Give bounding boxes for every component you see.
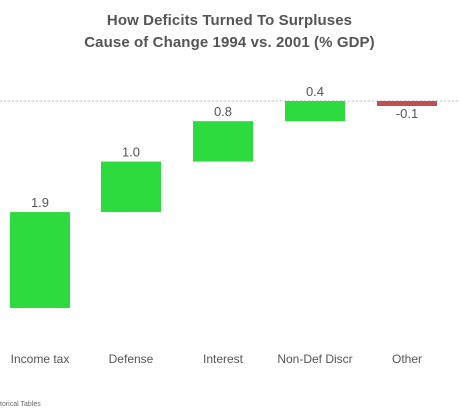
data-label: 1.0 [122,145,140,160]
bar-other [377,100,437,106]
bar-defense [101,161,161,213]
data-label: 0.4 [306,84,324,99]
bar-interest [193,121,253,162]
x-tick-label: Other [392,352,422,366]
chart-title: How Deficits Turned To Surpluses [106,12,353,29]
bar-non-def-discr [285,100,345,122]
x-tick-label: Defense [109,352,154,366]
x-tick-label: Interest [203,352,244,366]
chart-subtitle: Cause of Change 1994 vs. 2001 (% GDP) [84,34,375,51]
data-label: 1.9 [31,195,49,210]
bar-income-tax [10,212,70,308]
data-label: 0.8 [214,104,232,119]
x-tick-label: Income tax [11,352,70,366]
data-label: -0.1 [396,106,418,121]
x-tick-label: Non-Def Discr [277,352,352,366]
source-note: torical Tables [0,401,41,408]
